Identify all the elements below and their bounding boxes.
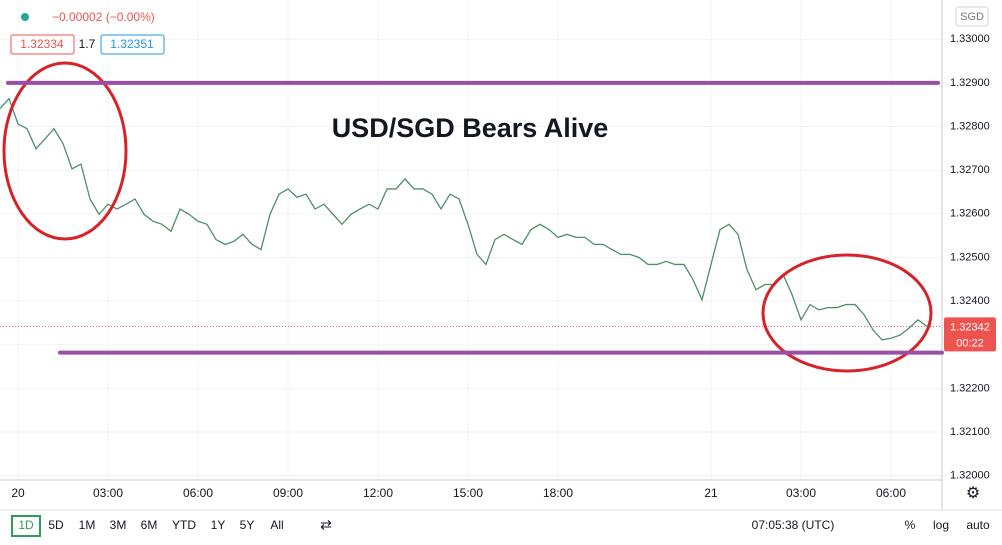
y-tick-label: 1.33000 <box>950 33 990 45</box>
last-price-label: 1.32342 <box>950 321 990 333</box>
auto-toggle[interactable]: auto <box>966 518 990 532</box>
y-tick-label: 1.32200 <box>950 382 990 394</box>
highlight-ellipse <box>2 61 128 241</box>
range-button[interactable]: 5Y <box>240 518 255 532</box>
x-tick-label: 06:00 <box>183 486 213 500</box>
ask[interactable]: 1.32351 <box>110 37 154 51</box>
range-button[interactable]: 1Y <box>211 518 226 532</box>
y-tick-label: 1.32000 <box>950 470 990 482</box>
chart-title: USD/SGD Bears Alive <box>332 113 609 143</box>
range-button[interactable]: 1D <box>18 518 34 532</box>
y-tick-label: 1.32700 <box>950 164 990 176</box>
x-tick-label: 15:00 <box>453 486 483 500</box>
bid-box[interactable] <box>10 34 75 55</box>
spread: 1.7 <box>79 37 96 51</box>
x-tick-label: 06:00 <box>876 486 906 500</box>
log-toggle[interactable]: log <box>933 518 949 532</box>
x-tick-label: 09:00 <box>273 486 303 500</box>
currency-box[interactable] <box>955 6 989 27</box>
countdown: 00:22 <box>956 337 984 349</box>
y-tick-label: 1.32400 <box>950 295 990 307</box>
compare-icon[interactable]: ⇄ <box>320 517 332 533</box>
highlight-ellipse <box>761 253 933 373</box>
clock: 07:05:38 (UTC) <box>752 518 835 532</box>
y-tick-label: 1.32500 <box>950 251 990 263</box>
settings-icon[interactable]: ⚙ <box>966 485 980 502</box>
y-tick-label: 1.32600 <box>950 208 990 220</box>
range-button[interactable]: YTD <box>172 518 196 532</box>
range-button[interactable]: 6M <box>141 518 158 532</box>
x-tick-label: 21 <box>704 486 718 500</box>
x-tick-label: 12:00 <box>363 486 393 500</box>
last-price-box <box>944 317 996 352</box>
y-tick-label: 1.32100 <box>950 426 990 438</box>
y-tick-label: 1.32900 <box>950 77 990 89</box>
status-dot <box>21 13 29 21</box>
range-button[interactable]: 3M <box>110 518 127 532</box>
bid[interactable]: 1.32334 <box>20 37 64 51</box>
change: −0.00002 (−0.00%) <box>52 10 155 24</box>
range-button[interactable]: 5D <box>48 518 64 532</box>
range-button[interactable]: All <box>270 518 283 532</box>
y-tick-label: 1.32800 <box>950 120 990 132</box>
percent-toggle[interactable]: % <box>905 518 916 532</box>
ask-box[interactable] <box>100 34 165 55</box>
active-range-box <box>11 515 41 537</box>
x-tick-label: 03:00 <box>786 486 816 500</box>
x-tick-label: 18:00 <box>543 486 573 500</box>
x-tick-label: 20 <box>11 486 25 500</box>
range-button[interactable]: 1M <box>79 518 96 532</box>
x-tick-label: 03:00 <box>93 486 123 500</box>
currency[interactable]: SGD <box>960 11 984 23</box>
